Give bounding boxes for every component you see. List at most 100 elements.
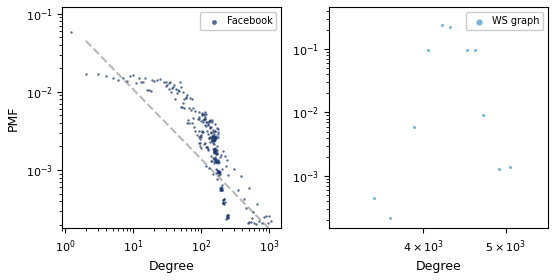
Facebook [210,137,219,142]
Facebook [178,105,186,109]
Facebook [220,199,229,204]
Facebook [223,216,231,220]
WS graph [437,23,446,27]
WS graph [370,196,379,200]
Facebook [214,158,223,162]
Facebook [108,76,117,80]
Facebook [244,186,253,190]
WS graph [463,48,472,53]
Facebook [210,138,219,143]
Facebook [208,171,217,176]
Facebook [210,122,219,127]
Facebook [224,212,233,217]
Facebook [203,129,211,133]
Facebook [211,158,220,163]
Facebook [243,221,252,225]
Facebook [144,87,153,92]
Facebook [212,158,221,163]
Facebook [211,149,220,153]
Facebook [196,134,205,138]
Facebook [198,111,207,116]
Facebook [211,157,220,161]
Facebook [215,154,224,159]
Facebook [205,126,214,130]
Facebook [211,134,220,138]
Facebook [210,136,219,141]
Facebook [184,118,193,122]
Facebook [214,170,223,175]
Facebook [208,139,216,143]
Facebook [199,112,208,117]
Facebook [256,227,265,231]
Facebook [214,169,223,174]
Facebook [211,136,220,141]
Facebook [212,126,221,130]
Facebook [208,137,216,141]
Facebook [249,210,258,214]
Facebook [210,149,219,154]
Facebook [208,158,216,163]
Facebook [173,90,181,95]
Facebook [210,150,219,154]
Facebook [190,109,199,113]
Facebook [139,80,148,84]
Facebook [213,130,222,134]
Facebook [159,79,168,84]
Facebook [234,188,243,193]
Facebook [181,95,190,99]
Facebook [210,137,219,142]
Facebook [213,160,221,165]
Facebook [249,221,258,226]
Facebook [174,88,183,92]
Facebook [215,170,224,174]
Facebook [214,169,223,174]
Facebook [175,88,184,93]
Facebook [213,144,222,149]
Facebook [202,145,211,150]
Facebook [201,111,210,116]
Facebook [200,142,209,147]
Facebook [211,146,220,151]
Facebook [218,183,226,188]
Facebook [254,219,263,223]
Facebook [209,134,218,139]
Facebook [163,83,171,87]
WS graph [479,113,488,118]
Facebook [239,197,248,201]
Facebook [209,139,218,144]
Facebook [207,136,216,140]
Facebook [210,148,219,153]
Facebook [245,220,254,224]
Facebook [210,149,219,154]
WS graph [423,48,432,53]
X-axis label: Degree: Degree [149,260,195,273]
Facebook [190,124,199,129]
Facebook [219,201,228,206]
Facebook [203,148,212,152]
Facebook [199,118,208,122]
WS graph [410,124,418,129]
Facebook [262,213,271,218]
Facebook [213,152,222,156]
Facebook [172,86,181,91]
Facebook [206,119,215,123]
Facebook [209,157,218,161]
Facebook [211,150,220,155]
Facebook [214,160,223,164]
Facebook [266,218,275,223]
Facebook [223,213,231,218]
Facebook [195,134,204,139]
WS graph [506,164,514,169]
Facebook [211,157,220,162]
Facebook [205,118,214,122]
Facebook [186,96,195,100]
Facebook [214,170,223,174]
Facebook [102,74,111,78]
Facebook [223,214,231,218]
Facebook [211,159,220,163]
Facebook [209,147,218,151]
Facebook [196,144,205,148]
Facebook [224,213,233,217]
Facebook [208,134,217,138]
Facebook [148,77,157,82]
